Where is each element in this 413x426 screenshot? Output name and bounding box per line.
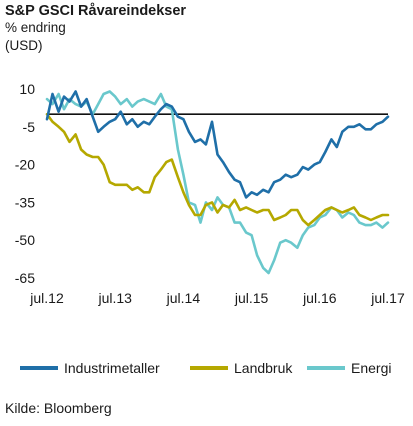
source-note: Kilde: Bloomberg [5,400,112,416]
y-currency-label: (USD) [5,38,43,53]
x-tick-label: jul.12 [29,290,64,306]
series-line-landbruk [45,112,390,227]
y-tick-label: 10 [19,81,35,97]
legend-item-landbruk: Landbruk [190,357,292,379]
chart-title: S&P GSCI Råvareindekser [5,3,187,19]
x-tick-label: jul.16 [302,290,337,306]
legend-item-energi: Energi [307,357,391,379]
legend-label-energi: Energi [351,360,392,376]
x-tick-label: jul.13 [97,290,132,306]
legend-swatch-landbruk [190,366,228,370]
chart-legend: Industrimetaller Landbruk Energi [0,357,413,379]
y-tick-label: -65 [15,270,35,286]
legend-label-industrimetaller: Industrimetaller [64,360,160,376]
x-tick-label: jul.15 [234,290,269,306]
y-tick-label: -5 [23,119,36,135]
y-tick-label: -20 [15,157,35,173]
y-tick-label: -35 [15,194,35,210]
y-tick-label: -50 [15,232,35,248]
x-tick-label: jul.14 [166,290,201,306]
legend-item-industrimetaller: Industrimetaller [20,357,160,379]
series-line-industrimetaller [45,90,390,199]
x-tick-label: jul.17 [370,290,405,306]
y-unit-label: % endring [5,20,66,35]
legend-swatch-energi [307,366,345,370]
legend-label-landbruk: Landbruk [234,360,293,376]
series-line-energi [45,90,390,275]
legend-swatch-industrimetaller [20,366,58,370]
